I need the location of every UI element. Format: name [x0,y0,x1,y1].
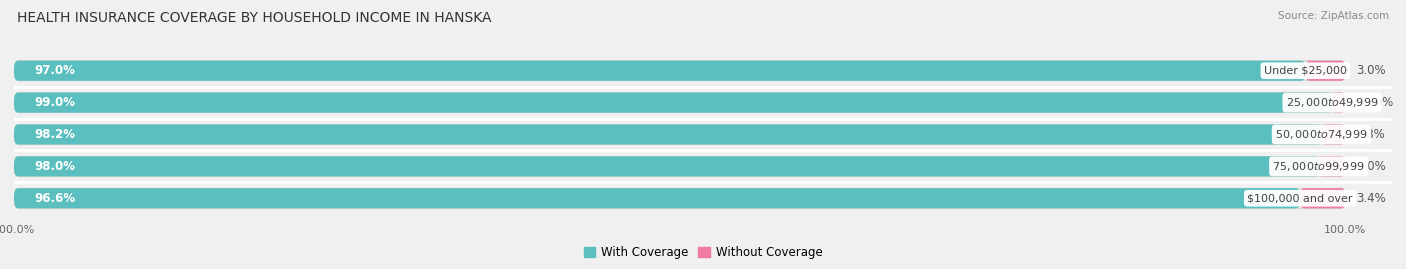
Text: $100,000 and over: $100,000 and over [1247,193,1353,203]
FancyBboxPatch shape [14,125,1322,144]
FancyBboxPatch shape [1305,61,1346,81]
Text: 98.0%: 98.0% [34,160,75,173]
FancyBboxPatch shape [1322,125,1346,144]
FancyBboxPatch shape [14,125,1346,144]
Text: 98.2%: 98.2% [34,128,75,141]
Legend: With Coverage, Without Coverage: With Coverage, Without Coverage [579,241,827,264]
Text: 96.6%: 96.6% [34,192,75,205]
Text: HEALTH INSURANCE COVERAGE BY HOUSEHOLD INCOME IN HANSKA: HEALTH INSURANCE COVERAGE BY HOUSEHOLD I… [17,11,491,25]
FancyBboxPatch shape [1319,156,1346,176]
Text: Under $25,000: Under $25,000 [1264,66,1347,76]
FancyBboxPatch shape [14,156,1319,176]
Text: $75,000 to $99,999: $75,000 to $99,999 [1272,160,1365,173]
Text: $25,000 to $49,999: $25,000 to $49,999 [1286,96,1378,109]
Text: Source: ZipAtlas.com: Source: ZipAtlas.com [1278,11,1389,21]
Text: 97.0%: 97.0% [34,64,75,77]
Text: 0.99%: 0.99% [1355,96,1393,109]
FancyBboxPatch shape [1331,93,1346,113]
FancyBboxPatch shape [14,93,1331,113]
FancyBboxPatch shape [14,93,1346,113]
Text: 3.0%: 3.0% [1355,64,1386,77]
Text: 2.0%: 2.0% [1355,160,1386,173]
Text: 1.8%: 1.8% [1355,128,1386,141]
FancyBboxPatch shape [14,61,1346,81]
FancyBboxPatch shape [1301,188,1346,208]
Text: 99.0%: 99.0% [34,96,75,109]
Text: $50,000 to $74,999: $50,000 to $74,999 [1275,128,1368,141]
FancyBboxPatch shape [14,188,1301,208]
FancyBboxPatch shape [14,188,1346,208]
Text: 3.4%: 3.4% [1355,192,1386,205]
FancyBboxPatch shape [14,61,1306,81]
FancyBboxPatch shape [14,156,1346,176]
